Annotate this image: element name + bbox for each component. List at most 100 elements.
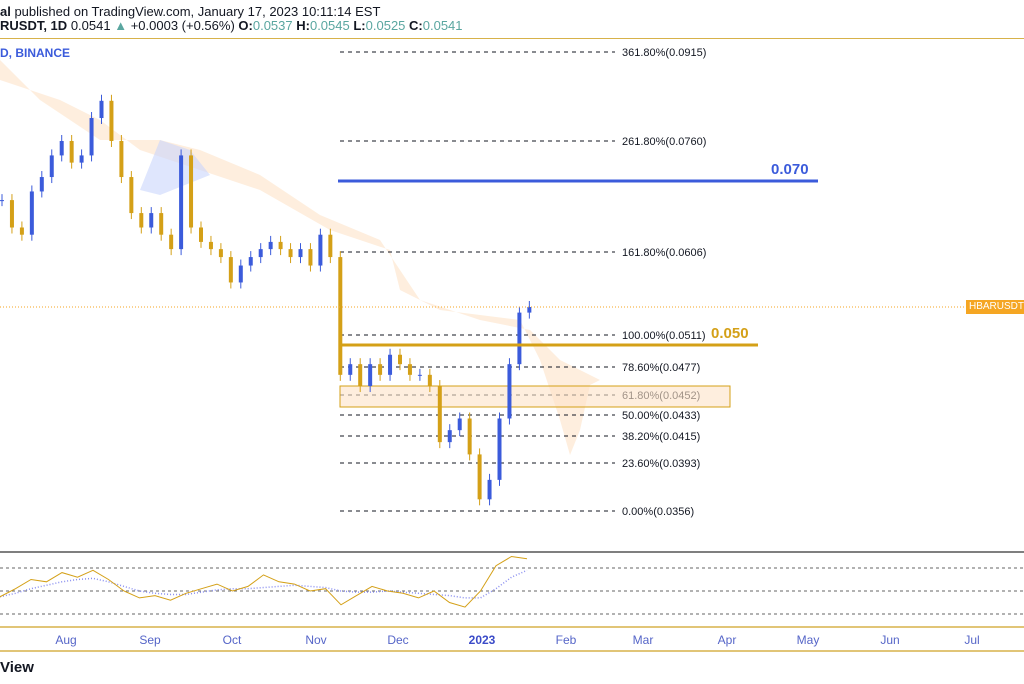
fib-zone-box <box>339 385 731 408</box>
candle <box>457 418 462 431</box>
candle <box>109 100 114 141</box>
candle <box>29 191 34 235</box>
exchange-label: D, BINANCE <box>0 46 71 60</box>
x-tick-label: Jul <box>964 633 980 647</box>
fib-levels: 361.80%(0.0915) 261.80%(0.0760) 161.80%(0.… <box>340 47 706 518</box>
candle <box>218 249 223 258</box>
x-tick-label: Nov <box>305 633 327 647</box>
candle <box>9 200 14 228</box>
key-level-label: 0.050 <box>711 325 749 342</box>
fib-level-label: 100.00%(0.0511) <box>622 330 706 342</box>
candles <box>0 94 532 506</box>
candle <box>208 241 213 250</box>
candle <box>139 213 144 228</box>
candle <box>378 364 383 375</box>
fib-level-label: 23.60%(0.0393) <box>622 458 700 470</box>
x-tick-label: Aug <box>55 633 77 647</box>
x-tick-label: 2023 <box>468 633 496 647</box>
fib-level-label: 38.20%(0.0415) <box>622 431 700 443</box>
rsi-pane <box>0 555 1024 615</box>
publish-date: published on TradingView.com, January 17… <box>10 4 381 19</box>
open-label: O: <box>238 18 253 33</box>
candle <box>0 200 4 202</box>
fib-level-label: 361.80%(0.0915) <box>622 47 706 59</box>
symbol-ohlc: RUSDT, 1D 0.0541 ▲ +0.0003 (+0.56%) O:0.… <box>0 18 463 33</box>
candle <box>278 241 283 250</box>
x-tick-label: Jun <box>880 633 900 647</box>
x-tick-label: May <box>796 633 820 647</box>
x-tick-label: Mar <box>632 633 654 647</box>
candle <box>358 364 363 387</box>
candle <box>149 213 154 228</box>
candle <box>39 177 44 192</box>
candle <box>328 234 333 258</box>
candle <box>159 213 164 235</box>
candle <box>368 364 373 387</box>
x-tick-label: Sep <box>139 633 161 647</box>
candle <box>398 354 402 365</box>
candle <box>487 479 492 500</box>
candle <box>497 418 502 480</box>
up-triangle-icon: ▲ <box>114 18 128 33</box>
candle <box>89 118 94 156</box>
last-price: 0.0541 <box>70 18 111 33</box>
symbol: RUSDT, 1D <box>0 18 68 33</box>
x-tick-label: Dec <box>387 633 409 647</box>
key-levels: 0.070 0.050 <box>338 161 818 347</box>
candle <box>129 177 134 214</box>
candle <box>99 100 104 119</box>
x-tick-label: Apr <box>717 633 737 647</box>
fib-level-label: 78.60%(0.0477) <box>622 362 700 374</box>
low-value: 0.0525 <box>365 18 406 33</box>
candle <box>517 312 522 365</box>
candle <box>79 155 84 163</box>
close-label: C: <box>409 18 423 33</box>
candle <box>238 265 243 283</box>
candle <box>437 386 442 443</box>
candle <box>169 234 174 250</box>
candle <box>447 430 452 443</box>
candle <box>189 155 194 228</box>
candle <box>228 257 233 283</box>
candle <box>407 364 412 375</box>
candle <box>298 249 303 258</box>
candle <box>59 141 64 156</box>
candle <box>388 354 393 375</box>
x-tick-label: Oct <box>222 633 242 647</box>
candle <box>467 418 472 455</box>
close-value: 0.0541 <box>422 18 463 33</box>
price-change: +0.0003 (+0.56%) <box>130 18 235 33</box>
candle <box>199 227 203 242</box>
candle <box>19 227 24 235</box>
high-label: H: <box>296 18 310 33</box>
footer-brand: View <box>0 659 34 676</box>
current-price-tag: HBARUSDT <box>966 300 1024 314</box>
fib-level-label: 0.00%(0.0356) <box>622 506 694 518</box>
candle <box>258 249 263 258</box>
x-tick-label: Feb <box>555 633 577 647</box>
candle <box>417 374 422 376</box>
candle <box>49 155 54 178</box>
rsi-line <box>0 555 528 608</box>
candle <box>427 374 432 387</box>
candle <box>507 364 512 419</box>
fib-level-label: 161.80%(0.0606) <box>622 247 706 259</box>
candle <box>69 141 74 163</box>
high-value: 0.0545 <box>309 18 350 33</box>
candle <box>527 307 532 313</box>
candle <box>318 234 323 266</box>
candle <box>119 141 124 178</box>
candle <box>288 249 293 258</box>
publish-info: al published on TradingView.com, January… <box>0 4 380 19</box>
fib-level-label: 50.00%(0.0433) <box>622 410 700 422</box>
chart-frame-top <box>0 38 1024 39</box>
open-value: 0.0537 <box>252 18 293 33</box>
fib-level-label: 261.80%(0.0760) <box>622 136 706 148</box>
low-label: L: <box>353 18 366 33</box>
key-level-label: 0.070 <box>771 161 809 178</box>
candle <box>477 454 482 500</box>
candle <box>348 364 353 375</box>
candle <box>179 155 184 250</box>
candle <box>308 249 313 266</box>
